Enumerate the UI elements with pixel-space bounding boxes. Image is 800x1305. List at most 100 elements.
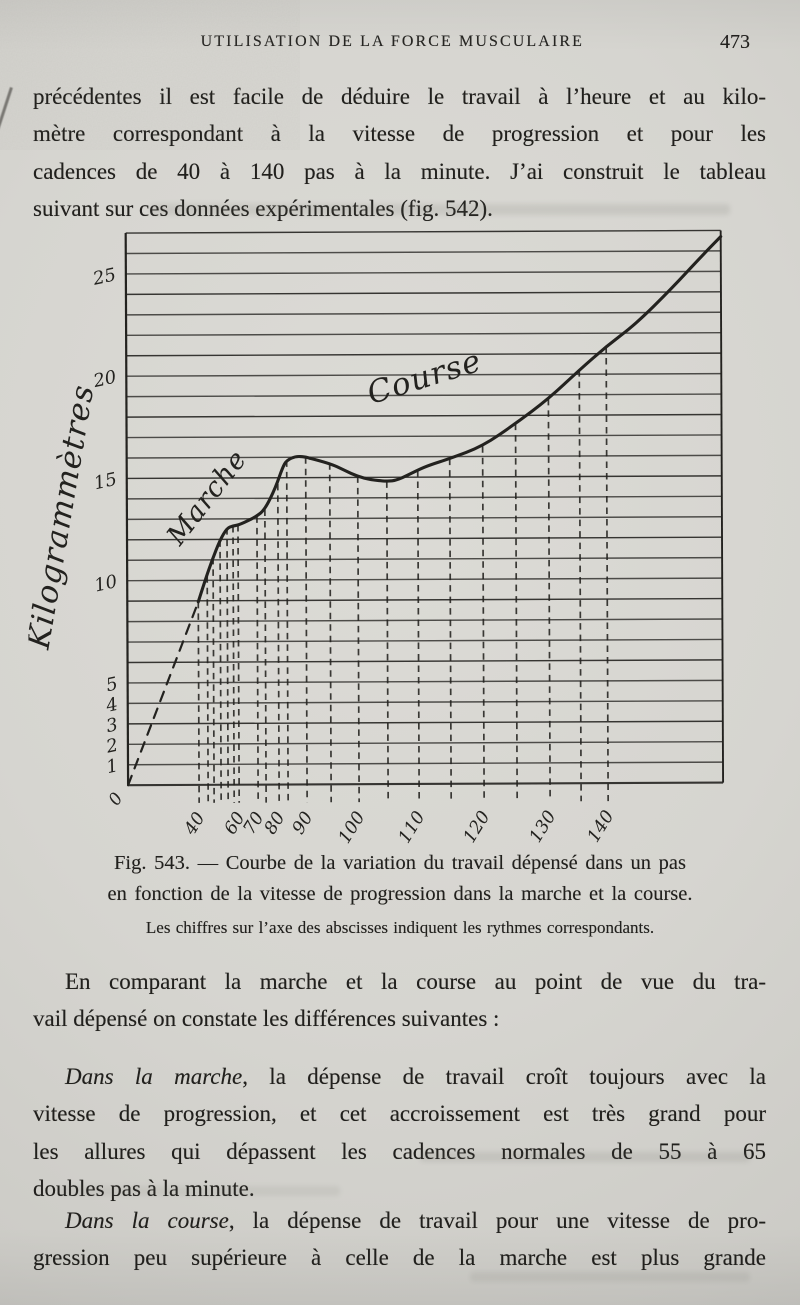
x-tick-label: 100 — [335, 808, 370, 847]
page-number: 473 — [720, 31, 750, 53]
dropline — [206, 576, 210, 803]
gridline — [126, 331, 722, 337]
dropline — [328, 463, 333, 803]
x-tick-label: 90 — [289, 808, 318, 837]
show-through-text — [60, 1186, 340, 1196]
paragraph-2: En comparant la marche et la course au p… — [33, 963, 766, 1038]
text-line: vitesse de progression, et cet accroisse… — [33, 1101, 766, 1127]
dropline — [514, 423, 519, 802]
x-tick-label: 140 — [584, 807, 619, 846]
dropline — [578, 370, 582, 802]
text-line: cadences de 40 à 140 pas à la minute. J’… — [33, 158, 766, 184]
line-rest: , la dépense de travail croît toujours a… — [242, 1064, 766, 1089]
dropline — [547, 398, 551, 802]
x-tick-label: 120 — [460, 808, 495, 847]
gridline — [126, 311, 722, 316]
chart-right-frame — [719, 230, 725, 783]
gridline — [126, 393, 722, 398]
curve-marche-interpolée — [126, 600, 200, 787]
gridline — [125, 270, 721, 275]
dropline — [264, 509, 267, 803]
dropline — [226, 528, 230, 803]
dropline — [356, 476, 360, 803]
gridline — [125, 229, 721, 234]
text-line: précédentes il est facile de déduire le … — [33, 84, 766, 109]
dropline — [416, 470, 421, 802]
dropline — [385, 481, 390, 803]
figure-caption: Fig. 543. — Courbe de la variation du tr… — [20, 848, 780, 940]
dropline — [285, 460, 290, 803]
gridline — [127, 597, 723, 602]
gridline — [127, 679, 723, 684]
dropline — [276, 483, 281, 803]
y-tick-label: 10 — [92, 571, 119, 596]
x-tick-label: 40 — [180, 809, 209, 839]
y-tick-label: 20 — [91, 367, 119, 393]
text-line: Dans la course, la dépense de travail po… — [33, 1202, 766, 1239]
gridline — [127, 536, 723, 541]
gridline — [127, 720, 723, 725]
gridline — [127, 618, 723, 623]
gridline — [126, 352, 722, 357]
paragraph-1: précédentes il est facile de déduire le … — [33, 78, 766, 228]
text-line: Dans la marche, la dépense de travail cr… — [33, 1058, 766, 1095]
text-line: gression peu supérieure à celle de la ma… — [33, 1245, 766, 1271]
dropline — [232, 526, 236, 803]
dropline — [219, 540, 223, 803]
figure-543-chart: 25 20 15 10 5 4 3 2 1 0 40 60 70 80 90 100 110 120 130 140 M… — [27, 222, 775, 847]
y-tick-label: 2 — [103, 735, 120, 758]
gridline — [127, 700, 723, 705]
scan-scratch-mark — [0, 87, 13, 143]
y-axis — [124, 233, 130, 786]
y-axis-title: Kilogrammètres — [27, 382, 102, 653]
caption-line-2: en fonction de la vitesse de progression… — [107, 883, 693, 905]
gridline — [127, 740, 723, 746]
italic-lead: Dans la marche — [65, 1064, 243, 1089]
y-tick-label: 5 — [104, 673, 120, 696]
y-tick-label: 15 — [92, 469, 119, 494]
gridline — [126, 413, 722, 418]
y-tick-label: 25 — [90, 264, 118, 290]
gridline — [125, 250, 721, 255]
origin-label: 0 — [105, 789, 128, 809]
caption-note: Les chiffres sur l’axe des abscisses ind… — [145, 918, 655, 937]
gridline — [126, 495, 722, 500]
gridline — [128, 781, 724, 787]
curve-label-course: Course — [363, 343, 486, 412]
gridline — [127, 638, 723, 643]
gridline — [127, 556, 723, 561]
text-line: En comparant la marche et la course au p… — [65, 969, 766, 994]
text-line: vail dépensé on constate les différences… — [33, 1006, 500, 1032]
italic-lead: Dans la course — [65, 1208, 229, 1233]
gridline — [126, 475, 722, 480]
page-header-title: UTILISATION DE LA FORCE MUSCULAIRE — [200, 33, 585, 50]
dropline — [256, 516, 260, 803]
text-line: mètre correspondant à la vitesse de prog… — [33, 121, 766, 147]
show-through-text — [420, 1152, 750, 1162]
gridline — [127, 761, 723, 766]
show-through-text — [470, 1272, 750, 1282]
gridline — [127, 659, 723, 664]
curve-Marche — [196, 454, 312, 604]
text-line: doubles pas à la minute. — [33, 1176, 255, 1202]
y-tick-label: 3 — [104, 714, 120, 737]
gridline — [126, 516, 722, 521]
gridline — [126, 434, 722, 439]
paragraph-3: Dans la marche, la dépense de travail cr… — [33, 1058, 766, 1208]
x-tick-label: 130 — [526, 807, 561, 846]
text-line: suivant sur ces données expérimentales (… — [33, 196, 493, 222]
text-line: les allures qui dépassent les cadences n… — [33, 1138, 766, 1164]
gridline — [125, 291, 721, 296]
gridline — [126, 454, 722, 459]
dropline — [237, 524, 241, 803]
dropline — [212, 557, 215, 803]
y-tick-label: 4 — [103, 694, 120, 717]
curve-Course — [308, 235, 723, 483]
show-through-text — [150, 204, 730, 215]
x-tick-label: 110 — [395, 808, 430, 847]
x-tick-label: 80 — [261, 809, 290, 838]
y-tick-label: 1 — [104, 755, 120, 778]
dropline — [448, 458, 453, 802]
